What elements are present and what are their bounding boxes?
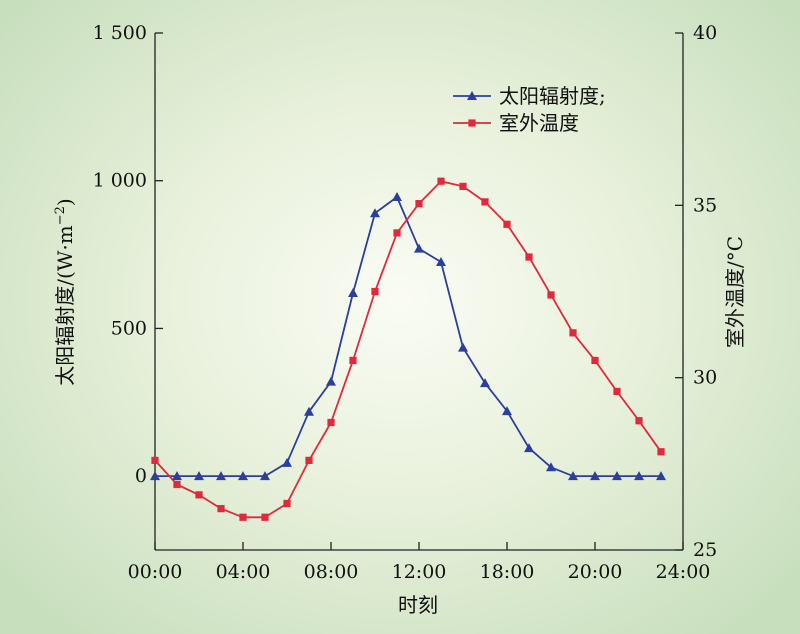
outdoor-temperature-point [481, 198, 489, 206]
x-tick-label: 18:00 [480, 561, 535, 583]
x-tick-label: 00:00 [128, 561, 183, 583]
outdoor-temperature-point [415, 200, 423, 208]
solar-radiation-point [238, 471, 248, 481]
outdoor-temperature-point [657, 448, 665, 456]
solar-radiation-point [260, 471, 270, 481]
solar-radiation-point [656, 471, 666, 481]
solar-radiation-point [414, 243, 424, 253]
outdoor-temperature-point [349, 356, 357, 365]
legend-label: 室外温度 [499, 111, 579, 135]
outdoor-temperature-point [371, 287, 379, 296]
solar-radiation-point [392, 191, 402, 201]
solar-radiation-point [216, 471, 226, 481]
legend: 太阳辐射度; 室外温度 [453, 84, 606, 135]
series-line-outdoor-temperature [154, 180, 662, 519]
left-y-tick-label: 1 500 [93, 22, 147, 44]
right-y-tick-label: 30 [693, 367, 717, 389]
left-y-axis-title-sup: −2 [53, 206, 68, 225]
series-markers [150, 177, 666, 521]
right-y-tick-label: 35 [693, 194, 717, 216]
outdoor-temperature-point [569, 329, 577, 337]
solar-radiation-point [502, 406, 512, 416]
solar-radiation-point [612, 471, 622, 481]
outdoor-temperature-point [151, 456, 159, 464]
left-y-tick-label: 500 [111, 317, 147, 339]
solar-radiation-point [568, 471, 578, 481]
solar-radiation-point [194, 471, 204, 481]
series-lines [154, 180, 662, 519]
legend-marker-square [468, 119, 476, 127]
outdoor-temperature-point [393, 229, 401, 237]
x-tick-label: 20:00 [568, 561, 623, 583]
outdoor-temperature-point [503, 220, 511, 228]
left-y-tick-label: 1 000 [93, 170, 147, 192]
solar-radiation-point [172, 471, 182, 481]
series-line-solar-radiation [155, 196, 661, 478]
right-y-axis-title: 室外温度/°C [723, 236, 747, 348]
x-tick-label: 24:00 [656, 561, 711, 583]
x-axis-title: 时刻 [398, 593, 438, 617]
left-y-tick-label: 0 [135, 465, 147, 487]
outdoor-temperature-point [195, 491, 203, 499]
outdoor-temperature-point [239, 513, 247, 521]
x-tick-label: 08:00 [304, 561, 359, 583]
outdoor-temperature-point [547, 291, 555, 299]
solar-radiation-point [304, 406, 314, 416]
left-y-axis-title: 太阳辐射度/(W·m−2) [53, 198, 77, 385]
outdoor-temperature-point [305, 456, 313, 464]
outdoor-temperature-point [459, 182, 467, 190]
outdoor-temperature-point [525, 253, 533, 261]
solar-radiation-point [282, 457, 292, 467]
solar-radiation-point [150, 471, 160, 481]
solar-radiation-point [326, 376, 336, 386]
outdoor-temperature-point [591, 356, 599, 365]
left-y-axis-title-close: ) [53, 198, 77, 206]
solar-radiation-point [546, 462, 556, 472]
outdoor-temperature-point [261, 513, 269, 521]
solar-radiation-point [370, 208, 380, 218]
outdoor-temperature-point [613, 387, 621, 396]
legend-marker-triangle [467, 91, 477, 100]
solar-radiation-point [590, 471, 600, 481]
outdoor-temperature-point [217, 505, 225, 513]
outdoor-temperature-point [327, 418, 335, 427]
solar-radiation-point [458, 342, 468, 352]
x-tick-label: 04:00 [216, 561, 271, 583]
solar-radiation-point [524, 443, 534, 453]
outdoor-temperature-point [283, 499, 291, 508]
axes: 0 500 1 000 1 500 25 30 35 40 00:00 04:00 08:00 12:… [93, 22, 718, 583]
right-y-tick-label: 40 [693, 22, 717, 44]
solar-radiation-point [436, 256, 446, 266]
outdoor-temperature-point [173, 480, 181, 489]
legend-label: 太阳辐射度; [499, 84, 606, 108]
solar-radiation-point [634, 471, 644, 481]
outdoor-temperature-point [437, 177, 445, 185]
left-y-axis-title-main: 太阳辐射度/(W·m [53, 225, 77, 385]
solar-radiation-point [480, 378, 490, 388]
right-y-tick-label: 25 [693, 539, 717, 561]
x-tick-label: 12:00 [392, 561, 447, 583]
outdoor-temperature-point [635, 417, 643, 425]
solar-radiation-point [348, 287, 358, 297]
